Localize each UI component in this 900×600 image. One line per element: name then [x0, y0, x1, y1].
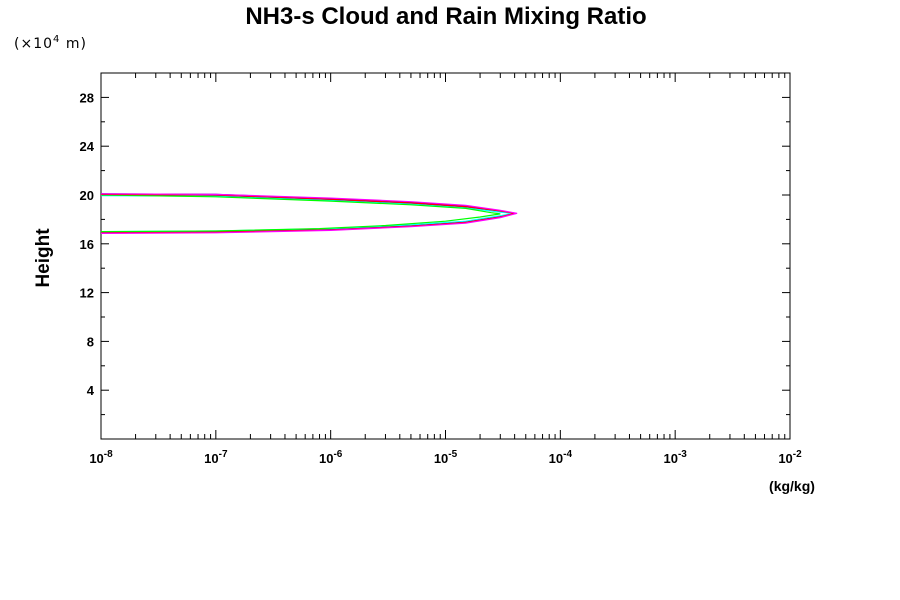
x-tick-label: 10-8: [89, 449, 113, 466]
x-tick-exponent: -4: [563, 449, 572, 460]
plot-frame: [100, 72, 791, 440]
y-tick-label: 8: [87, 334, 94, 349]
x-tick-base: 10: [204, 451, 218, 466]
series-group: [100, 193, 518, 234]
x-tick-exponent: -3: [678, 449, 687, 460]
x-tick-base: 10: [434, 451, 448, 466]
y-tick-label: 12: [80, 286, 94, 301]
axis-ticks: [100, 73, 791, 439]
x-tick-base: 10: [89, 451, 103, 466]
y-tick-label: 24: [80, 139, 95, 154]
y-tick-labels: 4 8 12 16 20 24 28: [80, 90, 95, 398]
y-tick-label: 4: [87, 383, 95, 398]
y-tick-label: 28: [80, 90, 94, 105]
x-axis-unit: (kg/kg): [769, 478, 815, 494]
x-tick-label: 10-4: [549, 449, 573, 466]
chart-title: NH3-s Cloud and Rain Mixing Ratio: [245, 3, 646, 30]
x-tick-label: 10-3: [663, 449, 687, 466]
series-line-4: [100, 194, 501, 233]
y-tick-label: 16: [80, 237, 94, 252]
series-line-3: [100, 195, 514, 233]
x-tick-exponent: -5: [448, 449, 457, 460]
x-tick-exponent: -6: [333, 449, 342, 460]
x-tick-base: 10: [663, 451, 677, 466]
x-tick-exponent: -8: [104, 449, 113, 460]
x-tick-base: 10: [778, 451, 792, 466]
y-scale-suffix: m): [60, 36, 87, 52]
y-axis-label: Height: [33, 228, 54, 288]
y-tick-label: 20: [80, 188, 94, 203]
x-tick-exponent: -2: [793, 449, 802, 460]
x-tick-base: 10: [319, 451, 333, 466]
x-tick-exponent: -7: [219, 449, 228, 460]
x-tick-labels: 10-8 10-7 10-6 10-5 10-4 10-3 10-2: [89, 449, 802, 466]
x-tick-label: 10-2: [778, 449, 802, 466]
y-scale-prefix: (×10: [14, 36, 53, 52]
x-tick-label: 10-7: [204, 449, 228, 466]
x-tick-base: 10: [549, 451, 563, 466]
series-line-6: [100, 193, 518, 234]
x-tick-label: 10-5: [434, 449, 458, 466]
y-scale-exponent: 4: [53, 34, 60, 45]
y-scale-note: (×104 m): [14, 34, 87, 52]
x-tick-label: 10-6: [319, 449, 343, 466]
